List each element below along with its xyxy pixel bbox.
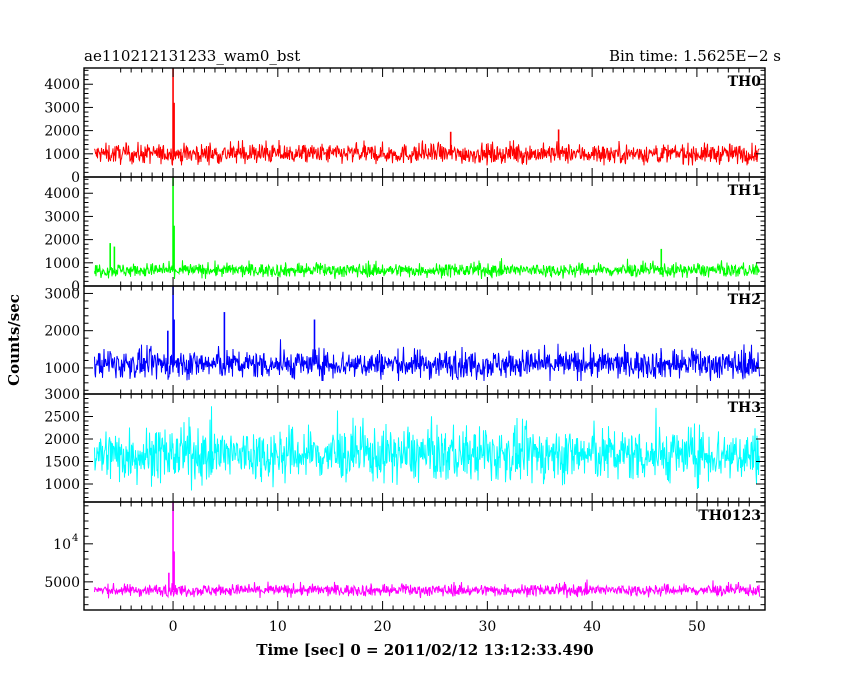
th0-y-tick-label: 1000 [44,147,80,163]
th0-y-tick-label: 4000 [44,77,80,93]
x-tick-label: 50 [688,619,706,635]
th3-y-tick-label: 2500 [44,410,80,426]
th3-series-line [94,406,760,491]
x-axis-title: Time [sec] 0 = 2011/02/12 13:12:33.490 [256,641,593,659]
x-tick-label: 0 [169,619,178,635]
th1-series-line [94,258,760,280]
th0-series-line [94,139,760,166]
th3-panel-label: TH3 [728,400,761,416]
x-tick-label: 10 [269,619,287,635]
th0-y-tick-label: 0 [71,170,80,186]
header-source-name: ae110212131233_wam0_bst [84,47,300,65]
x-tick-label: 20 [374,619,392,635]
th1-y-tick-label: 3000 [44,209,80,225]
th1-y-tick-label: 1000 [44,256,80,272]
th0-y-tick-label: 3000 [44,100,80,116]
th2-y-tick-label: 2000 [44,324,80,340]
th0123-panel-label: TH0123 [698,508,761,524]
th3-y-tick-label: 3000 [44,387,80,403]
th1-y-tick-label: 0 [71,279,80,295]
th2-y-tick-label: 3000 [44,286,80,302]
th0-panel-label: TH0 [728,74,762,90]
x-tick-label: 30 [478,619,496,635]
panels: 0 1000 2000 3000 4000 TH0 0 1000 2000 3000 4000 TH1… [44,67,766,635]
th2-panel-label: TH2 [728,292,761,308]
th0123-y-tick-label-10e4: 10 [53,537,71,553]
th1-y-tick-label: 2000 [44,233,80,249]
th3-y-tick-label: 2000 [44,432,80,448]
th0-panel-frame [83,67,766,178]
th2-panel-frame [83,285,766,395]
th1-panel-label: TH1 [728,183,761,199]
th0123-y-tick-label: 5000 [44,575,80,591]
th3-y-tick-label: 1500 [44,455,80,471]
y-axis-title: Counts/sec [5,294,23,386]
th0123-series-line [94,579,760,599]
th0-y-tick-label: 2000 [44,124,80,140]
x-tick-label: 40 [583,619,601,635]
header-bin-time: Bin time: 1.5625E−2 s [609,47,781,65]
th0123-y-tick-label-exponent: 4 [72,533,78,544]
th2-y-tick-label: 1000 [44,361,80,377]
th3-y-tick-label: 1000 [44,477,80,493]
th2-series-line [94,339,760,382]
th1-y-tick-label: 4000 [44,186,80,202]
